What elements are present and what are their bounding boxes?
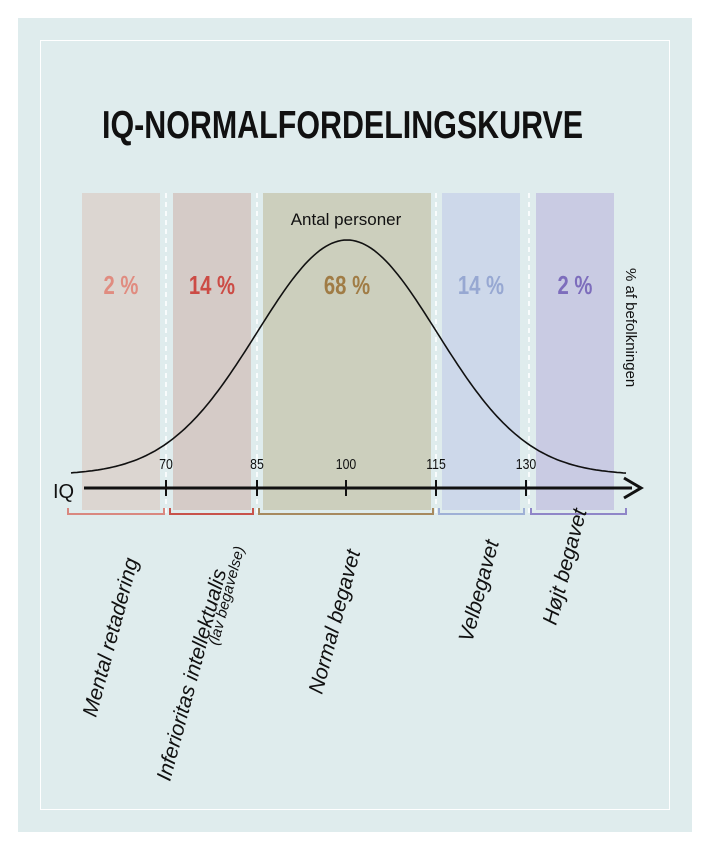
tick-label-130: 130 (516, 456, 537, 472)
inner-border (40, 40, 670, 810)
tick-label-85: 85 (250, 456, 264, 472)
bracket-4 (438, 508, 525, 515)
bell-curve (70, 239, 627, 474)
category-label-5: Højt begavet (539, 505, 592, 627)
band-5 (536, 193, 614, 510)
y-axis-label: % af befolkningen (622, 268, 639, 387)
x-axis-arrowhead (623, 476, 644, 500)
bracket-5 (530, 508, 627, 515)
bracket-2 (169, 508, 254, 515)
x-axis-label: IQ (53, 481, 74, 503)
category-label-1: Mental retadering (79, 555, 144, 719)
chart-title: IQ-NORMALFORDELINGSKURVE (102, 104, 584, 147)
percent-label-5: 2 % (558, 271, 593, 300)
percent-label-4: 14 % (458, 271, 504, 300)
band-1 (82, 193, 160, 510)
tick-label-115: 115 (426, 456, 446, 472)
bracket-3 (258, 508, 434, 515)
tick-label-70: 70 (159, 456, 173, 472)
percent-label-3: 68 % (324, 271, 370, 300)
percent-label-2: 14 % (189, 271, 235, 300)
curve-label: Antal personer (291, 210, 402, 229)
band-3 (263, 193, 431, 510)
band-4 (442, 193, 520, 510)
percent-label-1: 2 % (104, 271, 139, 300)
category-label-4: Velbegavet (455, 536, 505, 644)
band-2 (173, 193, 251, 510)
tick-label-100: 100 (336, 456, 357, 472)
category-label-3: Normal begavet (305, 546, 366, 696)
bracket-1 (67, 508, 165, 515)
